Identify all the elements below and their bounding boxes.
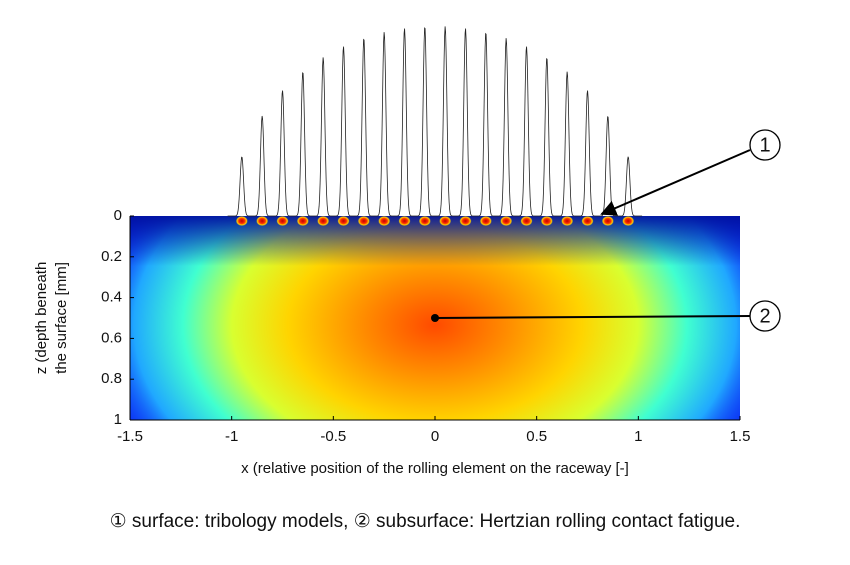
surface-hotspot [479, 216, 492, 226]
surface-hotspot [357, 216, 370, 226]
y-tick-label: 1 [114, 411, 122, 428]
x-tick-label: -0.5 [320, 428, 346, 445]
contour-field [130, 216, 740, 420]
surface-hotspot [235, 216, 248, 226]
x-tick-label: -1 [225, 428, 238, 445]
pressure-curve [227, 26, 643, 217]
surface-hotspot [459, 216, 472, 226]
x-axis-label: x (relative position of the rolling elem… [241, 460, 629, 477]
annotation-line [434, 315, 751, 319]
surface-hotspot [296, 216, 309, 226]
y-tick-label: 0.8 [101, 370, 122, 387]
surface-band [130, 216, 740, 266]
surface-hotspot [561, 216, 574, 226]
surface-hotspot [622, 216, 635, 226]
y-tick-label: 0.6 [101, 329, 122, 346]
x-tick-label: -1.5 [117, 428, 143, 445]
surface-hotspot [581, 216, 594, 226]
y-tick-label: 0.2 [101, 248, 122, 265]
surface-hotspot [337, 216, 350, 226]
surface-hotspot [418, 216, 431, 226]
x-tick-label: 1 [634, 428, 642, 445]
y-axis-label: the surface [mm] [53, 262, 70, 374]
surface-hotspot [256, 216, 269, 226]
surface-hotspot [601, 216, 614, 226]
surface-hotspot [500, 216, 513, 226]
surface-hotspot [276, 216, 289, 226]
y-tick-label: 0 [114, 207, 122, 224]
x-tick-label: 0 [431, 428, 439, 445]
surface-hotspot [540, 216, 553, 226]
annotation-label: 2 [759, 305, 770, 327]
stress-region [130, 216, 740, 420]
surface-hotspot [317, 216, 330, 226]
surface-hotspot [398, 216, 411, 226]
annotation-point [431, 314, 439, 322]
y-axis-label: z (depth beneath [33, 262, 50, 375]
x-tick-label: 1.5 [730, 428, 751, 445]
y-tick-label: 0.4 [101, 289, 122, 306]
annotation-circle [749, 129, 781, 161]
x-tick-label: 0.5 [526, 428, 547, 445]
annotation-arrow [600, 149, 751, 216]
surface-hotspot [439, 216, 452, 226]
surface-hotspot [378, 216, 391, 226]
surface-hotspot [520, 216, 533, 226]
caption: ① surface: tribology models, ② subsurfac… [110, 511, 741, 532]
annotation-label: 1 [759, 134, 770, 156]
